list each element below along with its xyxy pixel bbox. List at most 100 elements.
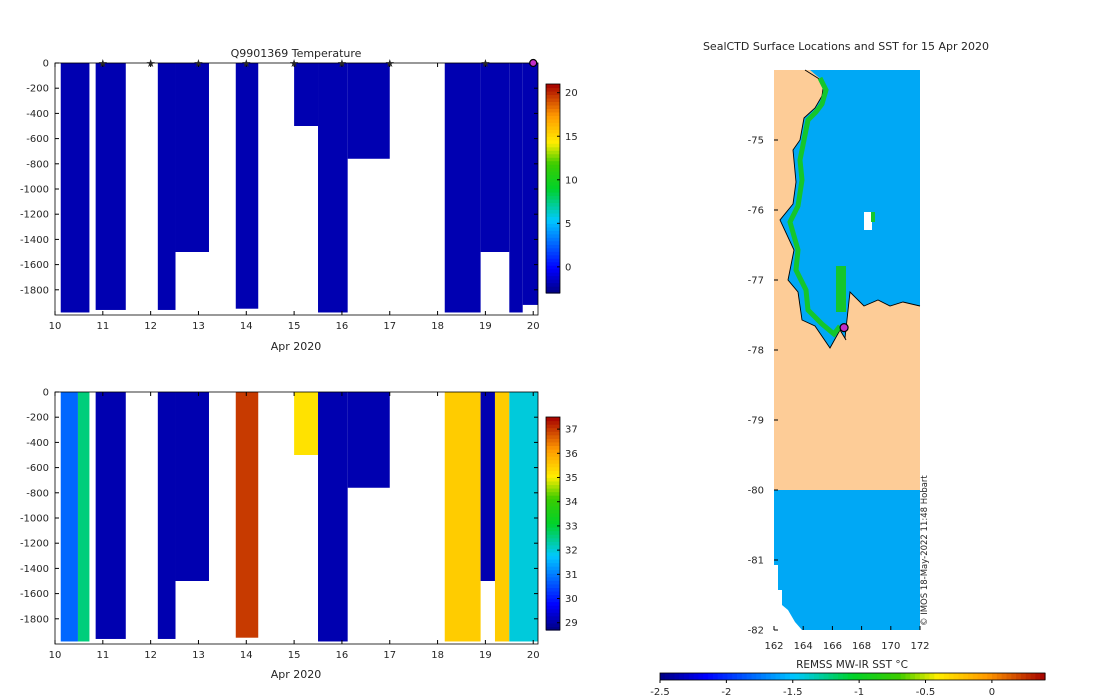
sst-map-panel: SealCTD Surface Locations and SST for 15… bbox=[650, 40, 1046, 698]
profile-column bbox=[347, 392, 390, 488]
sst-colorbar-segment bbox=[1040, 673, 1046, 680]
map-x-tick-label: 170 bbox=[881, 641, 900, 652]
sst-colorbar-segment bbox=[963, 673, 969, 680]
sst-colorbar-segment bbox=[794, 673, 801, 680]
temperature-xlabel: Apr 2020 bbox=[271, 340, 322, 353]
profile-column bbox=[318, 392, 348, 642]
colorbar-segment bbox=[546, 174, 560, 179]
sst-colorbar-segment bbox=[929, 673, 935, 680]
colorbar-tick-label: 32 bbox=[565, 546, 578, 557]
profile-marker: ★ bbox=[241, 57, 251, 70]
colorbar-segment bbox=[546, 202, 560, 207]
sst-colorbar-segment bbox=[905, 673, 911, 680]
salinity-axes: 10 11 12 13 14 15 16 17 18 19 20 0 -200 -400 -600 -800 -… bbox=[20, 388, 540, 662]
x-tick-label: 15 bbox=[288, 321, 301, 332]
salinity-xlabel: Apr 2020 bbox=[271, 668, 322, 681]
colorbar-segment bbox=[546, 122, 560, 127]
colorbar-segment bbox=[546, 594, 560, 599]
colorbar-segment bbox=[546, 115, 560, 120]
colorbar-segment bbox=[546, 129, 560, 134]
colorbar-frame bbox=[545, 83, 561, 294]
colorbar-segment bbox=[546, 84, 560, 89]
sst-colorbar-segment bbox=[871, 673, 878, 680]
profile-column bbox=[235, 63, 259, 309]
colorbar-segment bbox=[546, 495, 560, 500]
colorbar-segment bbox=[546, 491, 560, 496]
sst-colorbar-segment bbox=[669, 673, 676, 680]
colorbar-segment bbox=[546, 171, 560, 176]
colorbar-segment bbox=[546, 111, 560, 116]
y-tick-label: -1800 bbox=[20, 614, 49, 625]
y-tick-label: -800 bbox=[26, 488, 49, 499]
colorbar-segment bbox=[546, 427, 560, 432]
sst-colorbar-segment bbox=[900, 673, 907, 680]
sst-colorbar-segment bbox=[708, 673, 714, 680]
colorbar-segment bbox=[546, 477, 560, 482]
y-tick-label: -400 bbox=[26, 438, 49, 449]
colorbar-segment bbox=[546, 456, 560, 461]
profile-column bbox=[480, 392, 495, 581]
sst-colorbar-segment bbox=[1030, 673, 1036, 680]
y-tick-label: -1200 bbox=[20, 539, 49, 550]
profile-column bbox=[235, 392, 259, 638]
map-y-tick-label: -80 bbox=[748, 486, 764, 497]
sst-colorbar-segment bbox=[1025, 673, 1032, 680]
sst-colorbar-segment bbox=[785, 673, 791, 680]
x-tick-label: 20 bbox=[527, 650, 540, 661]
map-x-tick-label: 166 bbox=[823, 641, 842, 652]
sst-colorbar-tick-label: -0.5 bbox=[916, 687, 936, 698]
sst-colorbar-segment bbox=[881, 673, 887, 680]
colorbar-tick-label: 29 bbox=[565, 618, 578, 629]
profile-marker: ★ bbox=[146, 57, 156, 70]
colorbar-segment bbox=[546, 438, 560, 443]
map-sea-north bbox=[780, 70, 920, 348]
x-tick-label: 10 bbox=[49, 321, 62, 332]
sst-colorbar-segment bbox=[919, 673, 926, 680]
colorbar-segment bbox=[546, 212, 560, 217]
sst-colorbar-segment bbox=[727, 673, 733, 680]
map-y-tick-label: -79 bbox=[748, 416, 764, 427]
sst-colorbar-segment bbox=[809, 673, 815, 680]
x-tick-label: 17 bbox=[383, 650, 396, 661]
colorbar-segment bbox=[546, 258, 560, 263]
map-y-tick-label: -82 bbox=[748, 626, 764, 637]
sst-colorbar-segment bbox=[751, 673, 757, 680]
map-x-tick-label: 172 bbox=[910, 641, 929, 652]
colorbar-segment bbox=[546, 191, 560, 197]
colorbar-segment bbox=[546, 463, 560, 468]
x-tick-label: 12 bbox=[144, 321, 157, 332]
sst-colorbar-segment bbox=[679, 673, 685, 680]
sst-colorbar-segment bbox=[1001, 673, 1008, 680]
profile-column bbox=[175, 392, 209, 581]
sst-colorbar-segment bbox=[684, 673, 690, 680]
colorbar-segment bbox=[546, 254, 560, 259]
sst-colorbar-segment bbox=[1016, 673, 1022, 680]
colorbar-segment bbox=[546, 424, 560, 429]
sst-colorbar-segment bbox=[780, 673, 786, 680]
colorbar-segment bbox=[546, 237, 560, 242]
sst-colorbar-segment bbox=[698, 673, 704, 680]
colorbar-tick-label: 5 bbox=[565, 219, 571, 230]
sst-colorbar-segment bbox=[1020, 673, 1027, 680]
colorbar-segment bbox=[546, 519, 560, 525]
map-sea-south bbox=[774, 490, 920, 630]
sst-colorbar-segment bbox=[838, 673, 844, 680]
sst-colorbar-segment bbox=[934, 673, 940, 680]
colorbar-segment bbox=[546, 181, 560, 186]
colorbar-tick-label: 20 bbox=[565, 88, 578, 99]
y-tick-label: -1600 bbox=[20, 589, 49, 600]
colorbar-segment bbox=[546, 219, 560, 224]
x-tick-label: 17 bbox=[383, 321, 396, 332]
salinity-colorbar: 37 36 35 34 33 32 31 30 29 bbox=[545, 416, 578, 631]
sst-colorbar-segment bbox=[814, 673, 820, 680]
sst-colorbar-segment bbox=[688, 673, 695, 680]
colorbar-segment bbox=[546, 605, 560, 610]
sst-colorbar-segment bbox=[943, 673, 950, 680]
profile-column bbox=[60, 63, 90, 313]
profile-marker: ★ bbox=[194, 57, 204, 70]
x-tick-label: 12 bbox=[144, 650, 157, 661]
colorbar-tick-label: 37 bbox=[565, 425, 578, 436]
sst-colorbar-segment bbox=[703, 673, 709, 680]
colorbar-segment bbox=[546, 502, 560, 507]
sst-colorbar-segment bbox=[847, 673, 854, 680]
